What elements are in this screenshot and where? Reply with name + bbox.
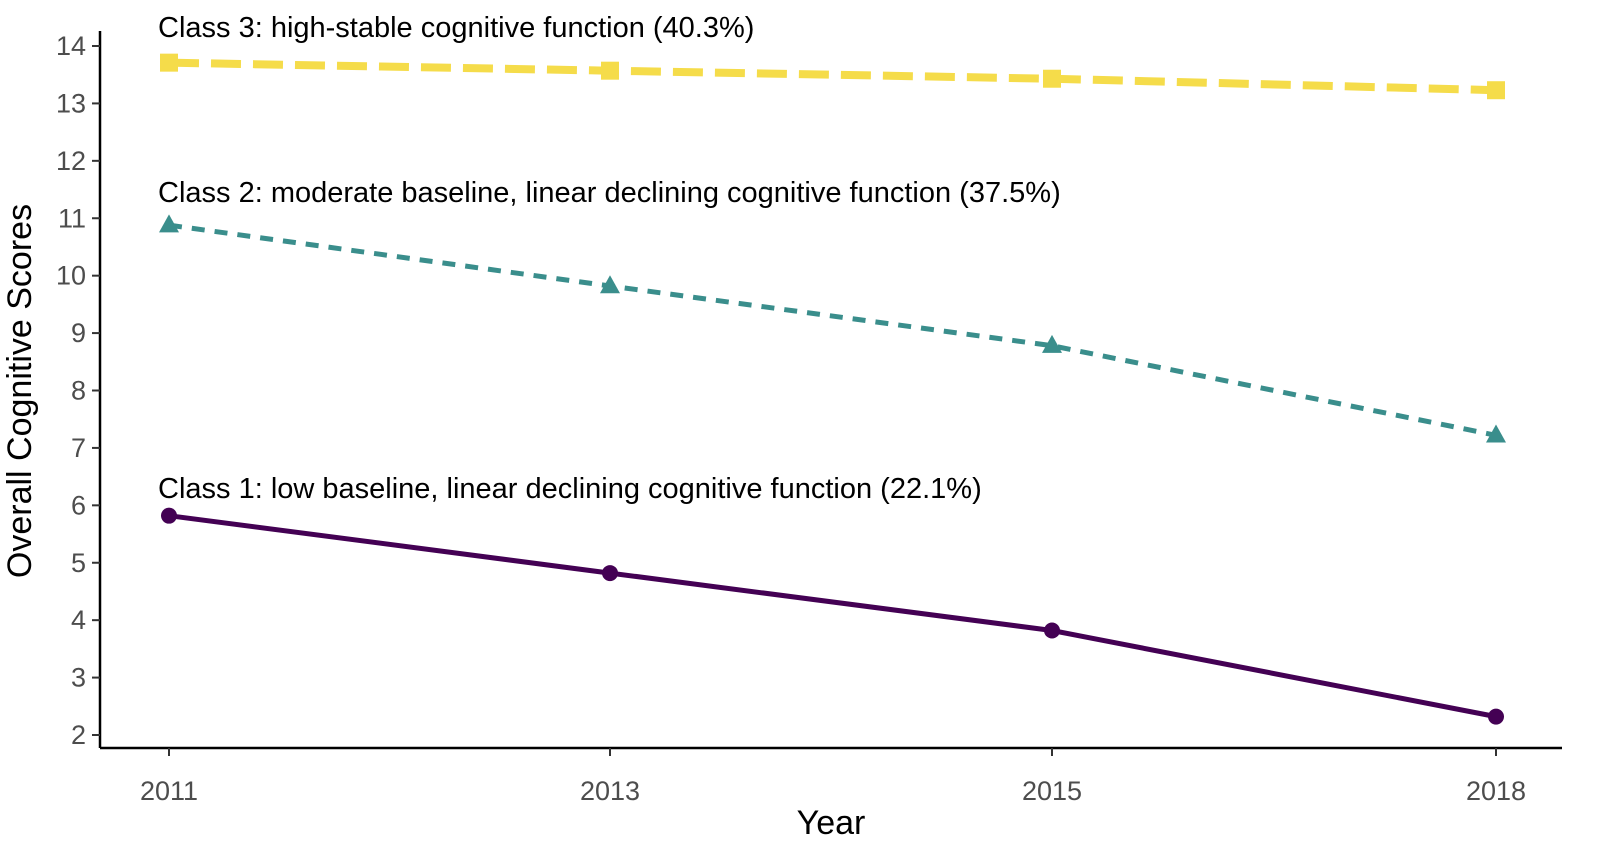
class2-point [159,214,179,233]
x-tick-label: 2011 [140,776,198,806]
x-tick-label: 2013 [580,776,640,806]
annotations-layer: Class 1: low baseline, linear declining … [158,12,1061,505]
axes-layer [98,31,1562,750]
y-tick-label: 5 [71,548,86,578]
x-ticks: 2011 2013 2015 2018 [140,748,1526,806]
y-tick-label: 12 [56,146,86,176]
y-axis-title: Overall Cognitive Scores [1,204,39,578]
class2-annotation: Class 2: moderate baseline, linear decli… [158,177,1061,209]
y-tick-label: 8 [71,376,86,406]
class3-point [601,61,619,80]
y-tick-label: 11 [58,203,86,233]
class1-line [168,513,1497,720]
class1-point [161,507,177,524]
class3-line [168,58,1497,95]
class3-point [1487,81,1505,100]
class3-annotation: Class 3: high-stable cognitive function … [158,12,754,44]
class3-point [1043,69,1061,88]
class2-line [168,222,1497,438]
class2-point [1486,424,1506,443]
class3-point [160,53,178,72]
y-tick-label: 7 [71,433,86,463]
class2-point [600,275,620,294]
class1-point [1488,708,1504,725]
y-tick-label: 3 [71,663,86,693]
y-tick-label: 13 [56,88,86,118]
y-tick-label: 6 [71,490,86,520]
class2-point [1042,334,1062,353]
x-axis-title: Year [797,804,866,842]
y-ticks: 2 3 4 5 6 7 8 9 10 11 12 13 14 [56,31,100,750]
x-tick-label: 2015 [1022,776,1082,806]
y-tick-label: 9 [71,318,86,348]
y-tick-label: 14 [56,31,86,61]
class1-point [1044,622,1060,639]
class1-annotation: Class 1: low baseline, linear declining … [158,473,982,505]
class1-point [602,565,618,582]
y-tick-label: 10 [56,261,86,291]
series-layer [159,53,1506,725]
y-tick-label: 2 [71,720,86,750]
y-tick-label: 4 [71,605,86,635]
x-tick-label: 2018 [1466,776,1526,806]
